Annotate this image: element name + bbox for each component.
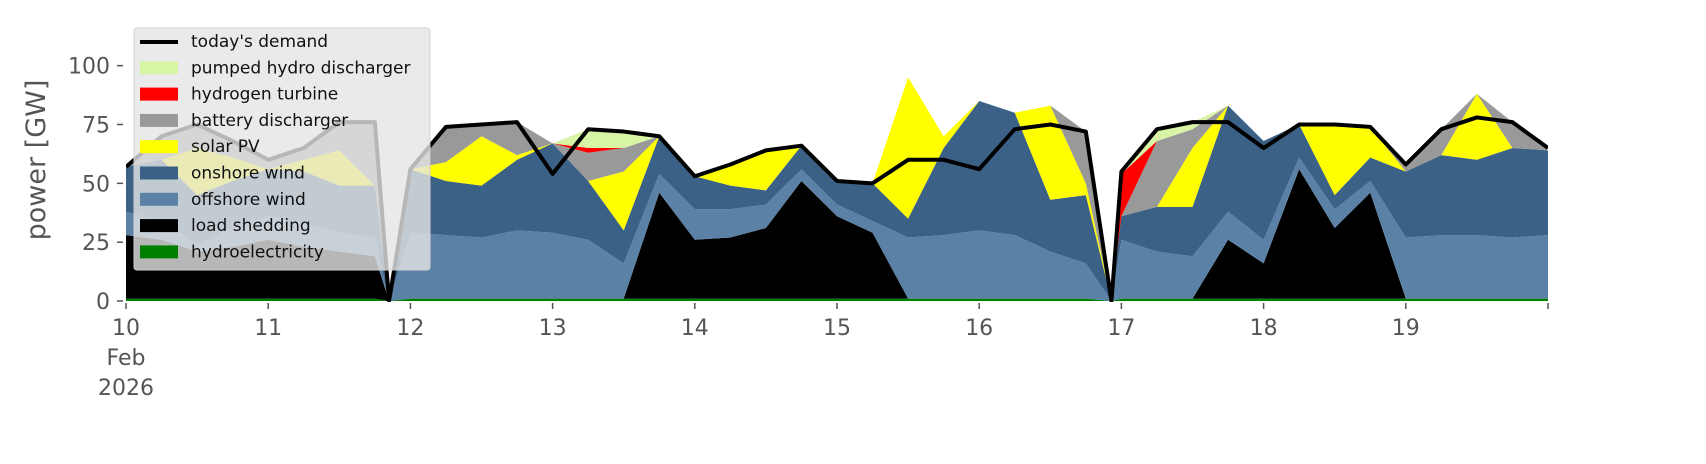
- legend-label: solar PV: [191, 137, 260, 157]
- y-axis-label: power [GW]: [21, 80, 52, 241]
- area: [126, 77, 1548, 301]
- legend-label: onshore wind: [191, 164, 305, 184]
- x-tick-label: 16: [965, 316, 993, 341]
- axes: 0 25 50 75 100 10 Feb 2026 11 12 13 14 15 16 17 18 19: [68, 55, 1549, 401]
- x-tick-label: 10 Feb 2026: [98, 316, 154, 401]
- y-tick-label: 100: [68, 55, 110, 80]
- legend-swatch: [140, 87, 178, 101]
- y-tick-label: 25: [82, 231, 110, 256]
- legend-swatch: [140, 245, 178, 259]
- legend-swatch: [140, 166, 178, 180]
- area: [126, 157, 1548, 301]
- legend-swatch: [140, 140, 178, 154]
- legend-label: offshore wind: [191, 190, 306, 210]
- legend-label: battery discharger: [191, 111, 348, 131]
- x-tick-label: 15: [823, 316, 851, 341]
- area: [126, 169, 1548, 301]
- legend-label: hydroelectricity: [191, 242, 324, 262]
- legend-label: pumped hydro discharger: [191, 58, 410, 78]
- legend-swatch: [140, 192, 178, 206]
- legend-swatch: [140, 61, 178, 75]
- area: [126, 100, 1548, 301]
- legend-swatch: [140, 113, 178, 127]
- y-tick-label: 50: [82, 172, 110, 197]
- legend-swatch: [140, 219, 178, 233]
- x-tick-label: 13: [539, 316, 567, 341]
- x-tick-label: 19: [1392, 316, 1420, 341]
- x-tick-label: 17: [1107, 316, 1135, 341]
- legend-label: hydrogen turbine: [191, 85, 338, 105]
- x-tick-label: 12: [396, 316, 424, 341]
- legend-label: today's demand: [191, 32, 328, 52]
- x-tick-label: 11: [254, 316, 282, 341]
- legend-box: [133, 27, 431, 271]
- y-tick-label: 75: [82, 113, 110, 138]
- y-tick-label: 0: [96, 290, 110, 315]
- legend: today's demand pumped hydro discharger hyd…: [133, 27, 431, 271]
- x-tick-label: 18: [1250, 316, 1278, 341]
- area: [126, 298, 1548, 301]
- legend-label: load shedding: [191, 216, 311, 236]
- x-tick-label: 14: [681, 316, 709, 341]
